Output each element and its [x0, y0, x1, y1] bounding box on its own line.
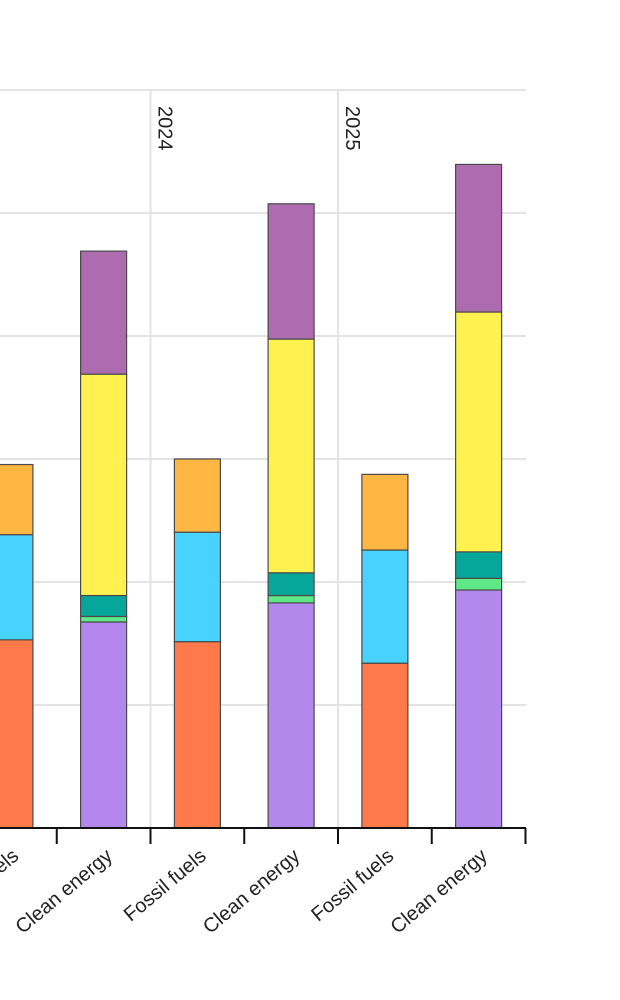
bar-segment [267, 594, 315, 604]
grid-layer [0, 89, 526, 828]
bar-segment [455, 163, 503, 313]
category-tick-label: Fossil fuels [307, 845, 398, 926]
bar-segment [79, 373, 128, 597]
bar-segment [361, 473, 409, 551]
bar-segment [267, 338, 315, 574]
bar-segment [361, 549, 409, 664]
category-tick-label: Fossil fuels [120, 845, 211, 926]
bar-segment [267, 602, 315, 829]
category-tick-label: Clean energy [12, 845, 117, 938]
bar-segment [0, 534, 34, 641]
bar-segment [79, 615, 128, 623]
bar-segment [79, 621, 128, 829]
bar-segment [455, 589, 503, 829]
bar-segment [267, 572, 315, 597]
bar-segment [455, 311, 503, 553]
bar-segment [173, 458, 221, 533]
bar-segment [173, 641, 221, 829]
bar-segment [361, 662, 409, 829]
bar-segment [173, 531, 221, 643]
bar-segment [0, 463, 34, 536]
category-tick-label: Clean energy [387, 845, 492, 938]
year-label: 2025 [341, 106, 363, 151]
bar-segment [455, 577, 503, 591]
bars-layer [0, 163, 503, 829]
bar-segment [79, 594, 128, 618]
bar-segment [455, 551, 503, 579]
bar-segment [79, 250, 128, 375]
bar-segment [267, 203, 315, 340]
category-tick-label: Clean energy [199, 845, 304, 938]
year-label: 2024 [154, 106, 176, 151]
bar-segment [0, 639, 34, 829]
axis-layer [0, 827, 527, 844]
